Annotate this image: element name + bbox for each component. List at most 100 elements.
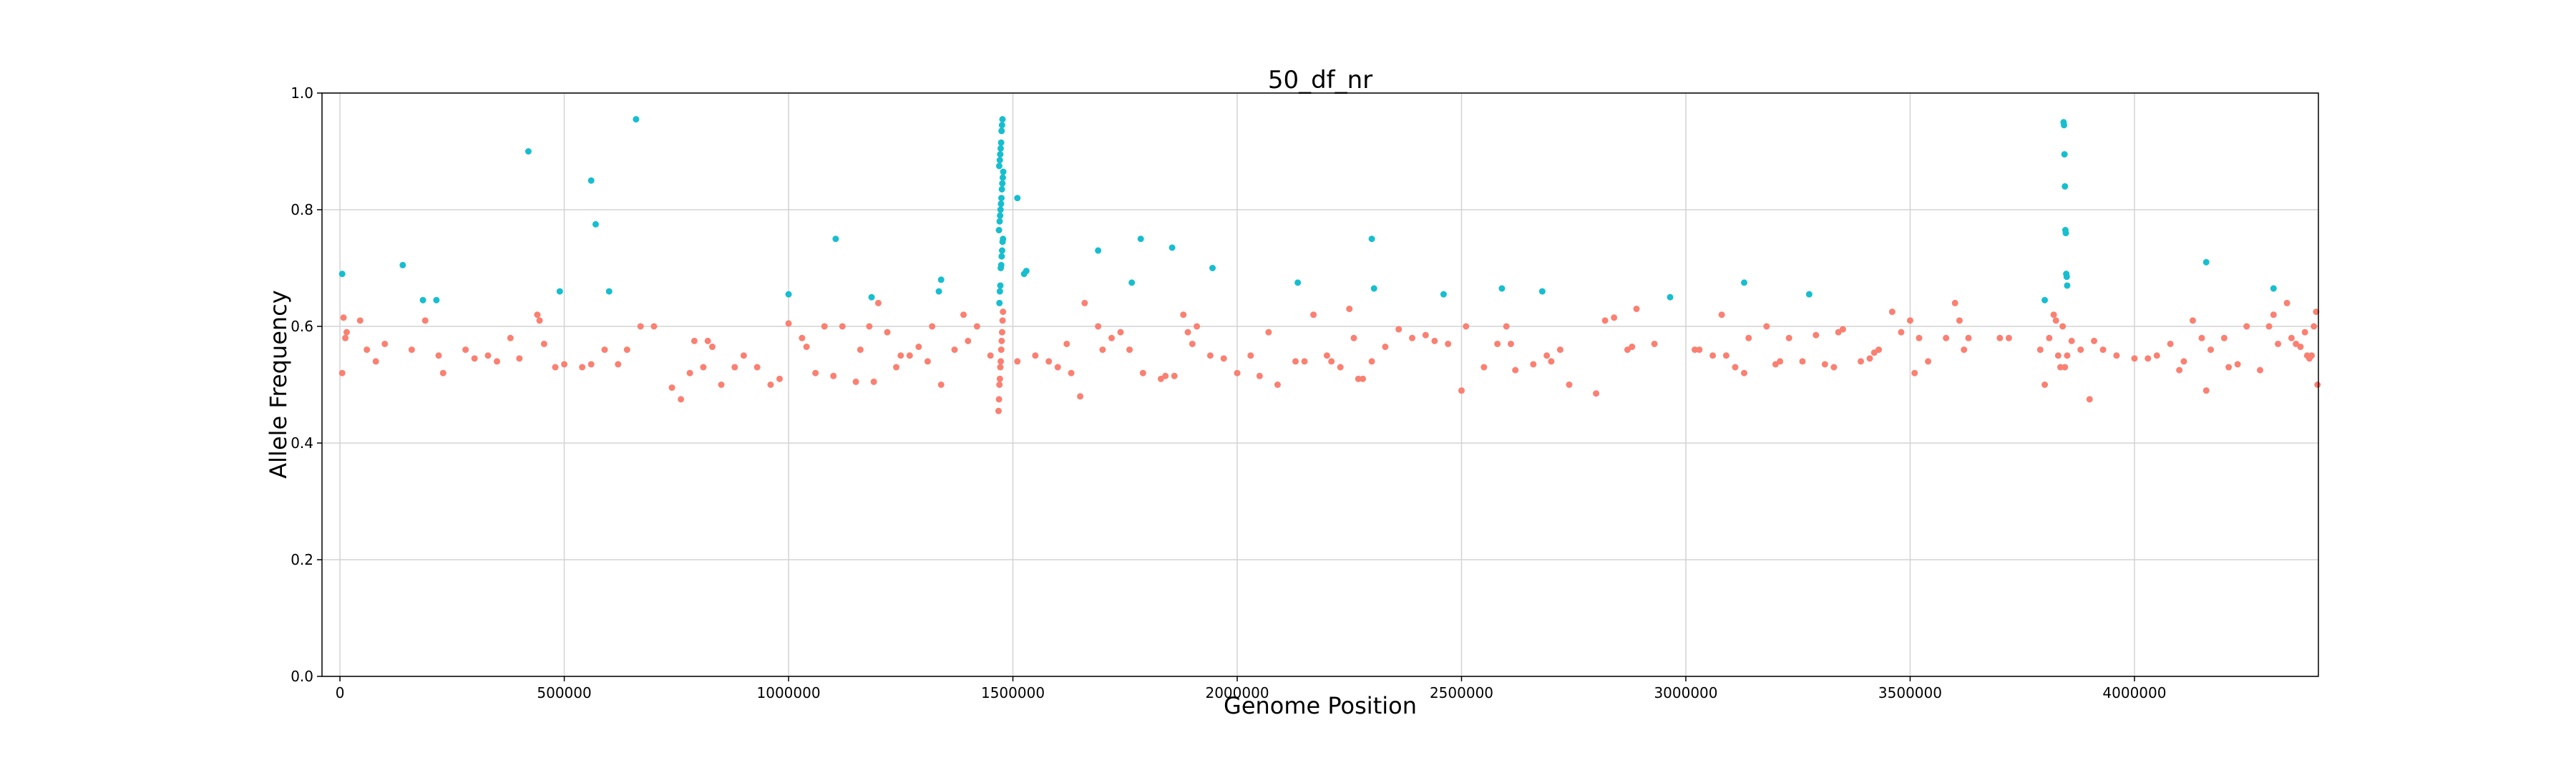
data-point: [1063, 340, 1070, 347]
data-point: [678, 396, 685, 403]
data-point: [996, 381, 1003, 388]
data-point: [995, 407, 1002, 414]
data-point: [615, 361, 622, 368]
data-point: [1368, 235, 1375, 243]
data-point: [372, 358, 379, 365]
data-point: [2202, 258, 2210, 266]
data-point: [2064, 282, 2071, 289]
data-point: [587, 361, 595, 368]
data-point: [1777, 358, 1784, 365]
data-point: [2297, 344, 2304, 351]
data-point: [2270, 311, 2277, 319]
data-point: [1821, 361, 1828, 368]
y-tick-label: 0.6: [291, 318, 313, 335]
data-point: [1081, 299, 1088, 306]
data-point: [1593, 390, 1600, 397]
data-point: [1601, 317, 1609, 324]
data-point: [2077, 346, 2084, 354]
data-point: [421, 317, 429, 324]
data-point: [1137, 235, 1144, 243]
data-point: [587, 177, 595, 184]
data-point: [623, 346, 630, 354]
data-point: [998, 253, 1005, 260]
y-tick-label: 0.0: [291, 668, 313, 685]
data-point: [1538, 288, 1546, 295]
data-point: [637, 323, 644, 330]
data-point: [2061, 151, 2068, 158]
data-point: [1256, 372, 1263, 379]
data-point: [884, 329, 891, 336]
data-point: [852, 378, 859, 385]
data-point: [1718, 311, 1725, 319]
data-point: [2052, 317, 2059, 324]
data-point: [540, 340, 547, 347]
data-point: [2099, 346, 2107, 354]
data-point: [356, 317, 364, 324]
data-point: [997, 364, 1004, 371]
data-point: [2308, 352, 2316, 359]
data-point: [1247, 352, 1254, 359]
data-point: [960, 311, 967, 319]
data-point: [997, 346, 1005, 354]
data-point: [2243, 323, 2250, 330]
data-point: [2180, 358, 2187, 365]
x-tick-label: 2500000: [1430, 684, 1493, 701]
data-point: [1692, 346, 1699, 354]
data-point: [364, 346, 371, 354]
data-point: [997, 261, 1005, 268]
data-point: [998, 337, 1005, 344]
data-point: [507, 334, 514, 341]
data-point: [1346, 306, 1353, 313]
data-point: [1328, 358, 1335, 365]
data-point: [2283, 299, 2290, 306]
data-point: [1032, 352, 1039, 359]
data-point: [1209, 265, 1216, 271]
data-point: [534, 311, 541, 319]
data-point: [1128, 279, 1136, 286]
data-point: [1740, 369, 1747, 376]
data-point: [1507, 340, 1514, 347]
data-point: [915, 344, 922, 351]
data-point: [343, 329, 350, 336]
data-point: [997, 151, 1004, 158]
data-point: [650, 323, 658, 330]
data-point: [2189, 317, 2196, 324]
data-point: [2207, 346, 2215, 354]
data-point: [1943, 334, 1950, 341]
plot-background: [322, 93, 2318, 676]
data-point: [998, 185, 1005, 193]
data-point: [338, 271, 346, 278]
data-point: [2057, 364, 2064, 371]
data-point: [579, 364, 586, 371]
data-point: [897, 352, 904, 359]
data-point: [1785, 334, 1792, 341]
data-point: [998, 329, 1005, 336]
y-tick-label: 0.4: [291, 434, 313, 452]
data-point: [997, 358, 1005, 365]
data-point: [996, 299, 1003, 306]
data-point: [399, 261, 406, 268]
y-axis-ticks: 0.0 0.2 0.4 0.6 0.8 1.0: [291, 84, 322, 685]
data-point: [471, 355, 478, 362]
data-point: [785, 291, 792, 298]
data-point: [874, 299, 882, 306]
data-point: [1732, 364, 1739, 371]
data-point: [1292, 358, 1299, 365]
y-tick-label: 0.8: [291, 201, 313, 218]
data-point: [803, 344, 810, 351]
data-point: [937, 276, 945, 283]
data-point: [2234, 361, 2241, 368]
data-point: [1395, 326, 1402, 333]
data-point: [1906, 317, 1913, 324]
data-point: [419, 296, 426, 303]
data-point: [1169, 244, 1176, 251]
data-point: [965, 337, 972, 344]
data-point: [997, 145, 1004, 152]
data-point: [1498, 285, 1506, 292]
data-point: [1740, 279, 1747, 286]
data-point: [2313, 308, 2320, 316]
data-point: [1274, 381, 1281, 388]
data-point: [592, 220, 599, 228]
data-point: [1888, 308, 1896, 316]
data-point: [1651, 340, 1658, 347]
